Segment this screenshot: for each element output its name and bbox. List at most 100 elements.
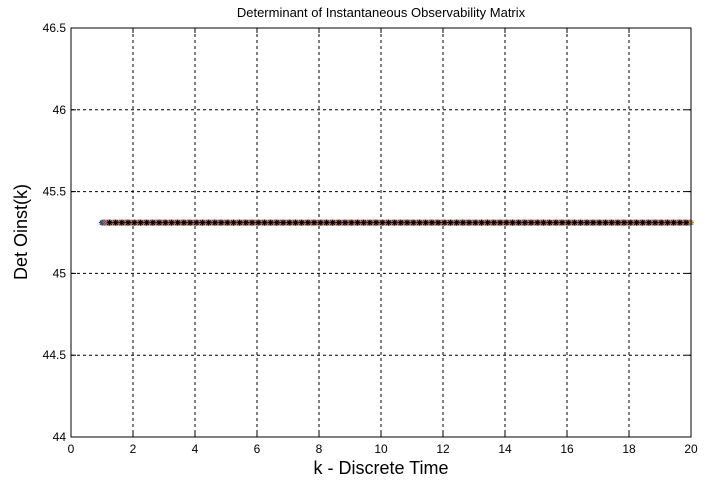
data-point [472,219,479,226]
data-point [311,219,318,226]
data-point [416,219,423,226]
data-point [478,219,485,226]
data-point [614,219,621,226]
series-6 [106,219,690,226]
data-point [590,219,597,226]
data-point [125,219,132,226]
data-point [652,219,659,226]
y-tick-label: 44 [53,430,67,444]
x-axis-label: k - Discrete Time [313,458,448,478]
data-point [267,219,274,226]
data-point [149,219,156,226]
data-point [304,219,311,226]
x-tick-label: 16 [560,442,574,456]
data-point [317,219,324,226]
data-point [459,219,466,226]
data-point [106,219,113,226]
data-point [180,219,187,226]
data-point [490,219,497,226]
data-point [410,219,417,226]
data-point [521,219,528,226]
data-point [528,219,535,226]
data-point [422,219,429,226]
data-point [546,219,553,226]
data-point [515,219,522,226]
data-point [435,219,442,226]
data-point [577,219,584,226]
data-point [273,219,280,226]
data-point [633,219,640,226]
data-point [174,219,181,226]
x-tick-label: 4 [192,442,199,456]
data-point [404,219,411,226]
data-point [385,219,392,226]
data-point [193,219,200,226]
data-point [199,219,206,226]
data-point [583,219,590,226]
grid [71,28,691,437]
y-axis-label: Det Oinst(k) [11,184,31,280]
data-point [596,219,603,226]
chart-title: Determinant of Instantaneous Observabili… [237,5,526,20]
data-point [249,219,256,226]
x-tick-label: 20 [684,442,698,456]
data-point [286,219,293,226]
data-point [658,219,665,226]
x-tick-label: 18 [622,442,636,456]
data-point [342,219,349,226]
data-point [323,219,330,226]
data-point [670,219,677,226]
data-point [571,219,578,226]
data-point [242,219,249,226]
data-point [627,219,634,226]
data-point [218,219,225,226]
data-point [676,219,683,226]
data-point [255,219,262,226]
data-point [664,219,671,226]
data-point [298,219,305,226]
y-tick-label: 46.5 [43,21,67,35]
data-point [118,219,125,226]
data-point [329,219,336,226]
data-point [509,219,516,226]
data-point [261,219,268,226]
data-point [621,219,628,226]
data-point [366,219,373,226]
plot-frame [70,27,692,438]
data-point [187,219,194,226]
data-point [391,219,398,226]
data-point [484,219,491,226]
y-tick-label: 46 [53,103,67,117]
data-point [348,219,355,226]
data-point [639,219,646,226]
y-tick-label: 45 [53,266,67,280]
data-point [211,219,218,226]
data-point [441,219,448,226]
data-point [503,219,510,226]
data-point [280,219,287,226]
y-tick-label: 45.5 [43,185,67,199]
data-point [230,219,237,226]
data-point [645,219,652,226]
data-point [379,219,386,226]
data-point [447,219,454,226]
data-point [559,219,566,226]
data-point [131,219,138,226]
data-point [205,219,212,226]
data-point [534,219,541,226]
data-point [552,219,559,226]
data-point [683,219,690,226]
x-tick-label: 10 [374,442,388,456]
data-point [112,219,119,226]
data-point [565,219,572,226]
data-point [143,219,150,226]
data-series [99,219,694,226]
data-point [335,219,342,226]
data-point [162,219,169,226]
x-tick-label: 12 [436,442,450,456]
x-tick-label: 2 [130,442,137,456]
data-point [540,219,547,226]
data-point [156,219,163,226]
